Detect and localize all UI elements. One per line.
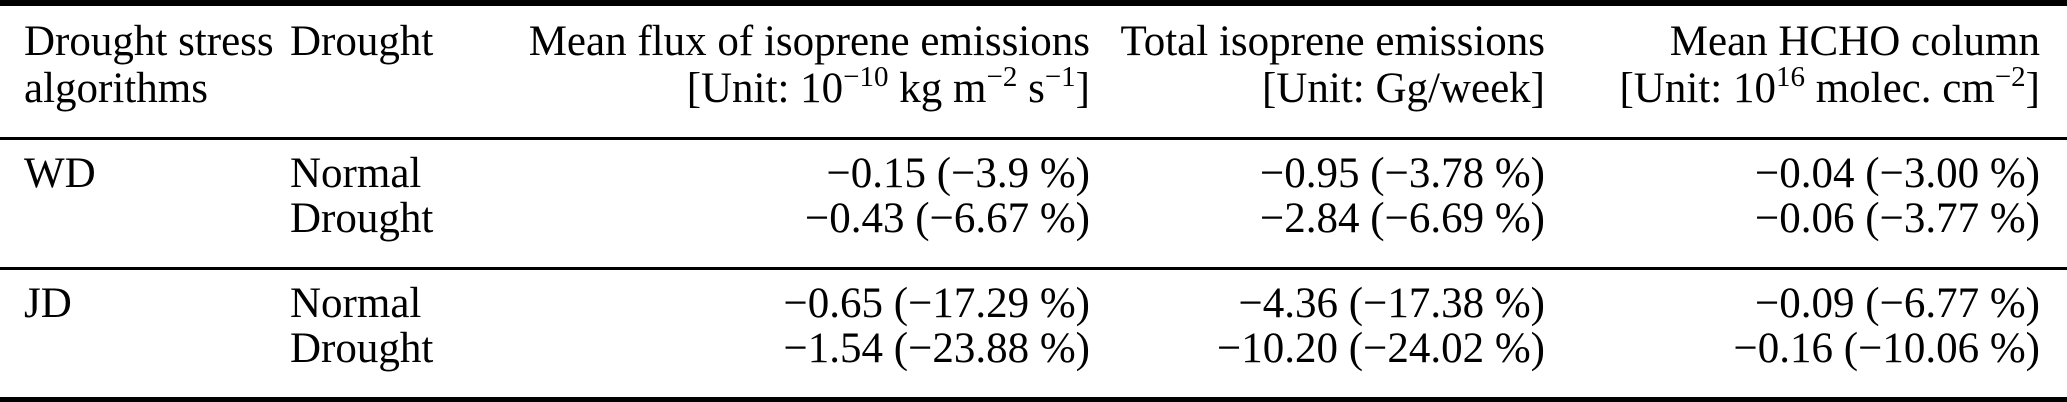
- col-header-mean-flux: Mean flux of isoprene emissions [Unit: 1…: [502, 3, 1090, 140]
- table-row: JD Normal −0.65 (−17.29 %) −4.36 (−17.38…: [0, 269, 2067, 327]
- cell-condition: Drought: [290, 325, 434, 372]
- unit-text: [Unit: 10: [686, 65, 844, 112]
- cell-hcho-column: −0.16 (−10.06 %): [1733, 325, 2040, 372]
- unit-text: kg m: [888, 65, 987, 112]
- cell-hcho-column: −0.06 (−3.77 %): [1755, 195, 2040, 242]
- cell-algorithm: [0, 196, 290, 269]
- cell-condition: Drought: [290, 195, 434, 242]
- table-row: WD Normal −0.15 (−3.9 %) −0.95 (−3.78 %)…: [0, 139, 2067, 197]
- cell-mean-flux: −0.65 (−17.29 %): [783, 280, 1090, 327]
- col-header-total-emissions: Total isoprene emissions [Unit: Gg/week]: [1090, 3, 1545, 140]
- cell-total-emissions: −10.20 (−24.02 %): [1217, 325, 1545, 372]
- cell-condition: Normal: [290, 150, 422, 197]
- cell-mean-flux: −0.43 (−6.67 %): [805, 195, 1090, 242]
- unit-text: ]: [1075, 65, 1090, 112]
- col-header-mean-flux-unit: [Unit: 10−10 kg m−2 s−1]: [502, 61, 1090, 117]
- cell-total-emissions: −4.36 (−17.38 %): [1238, 280, 1545, 327]
- table-group-jd: JD Normal −0.65 (−17.29 %) −4.36 (−17.38…: [0, 269, 2067, 401]
- col-header-algorithms-line1: Drought stress: [24, 18, 274, 65]
- cell-mean-flux: −1.54 (−23.88 %): [783, 325, 1090, 372]
- unit-text: [Unit: 10: [1619, 65, 1776, 112]
- col-header-hcho-column-unit: [Unit: 1016 molec. cm−2]: [1545, 61, 2040, 117]
- cell-hcho-column: −0.04 (−3.00 %): [1755, 150, 2040, 197]
- table-row: Drought −1.54 (−23.88 %) −10.20 (−24.02 …: [0, 326, 2067, 400]
- col-header-algorithms: Drought stress algorithms: [0, 3, 290, 140]
- unit-exponent: −1: [1044, 61, 1076, 94]
- cell-algorithm: WD: [24, 150, 96, 197]
- col-header-algorithms-line2: algorithms: [24, 65, 208, 112]
- unit-exponent: −10: [843, 61, 889, 94]
- unit-exponent: −2: [1994, 61, 2026, 94]
- header-row: Drought stress algorithms Drought Mean f…: [0, 3, 2067, 140]
- col-header-hcho-column-title: Mean HCHO column: [1669, 18, 2040, 65]
- col-header-drought: Drought: [290, 3, 502, 140]
- unit-text: ]: [2025, 65, 2040, 112]
- unit-exponent: −2: [986, 61, 1018, 94]
- cell-mean-flux: −0.15 (−3.9 %): [826, 150, 1090, 197]
- col-header-hcho-column: Mean HCHO column [Unit: 1016 molec. cm−2…: [1545, 3, 2067, 140]
- unit-exponent: 16: [1775, 61, 1805, 94]
- cell-condition: Normal: [290, 280, 422, 327]
- cell-algorithm: [0, 326, 290, 400]
- col-header-mean-flux-title: Mean flux of isoprene emissions: [528, 18, 1090, 65]
- table-group-wd: WD Normal −0.15 (−3.9 %) −0.95 (−3.78 %)…: [0, 139, 2067, 269]
- col-header-total-emissions-unit: [Unit: Gg/week]: [1261, 65, 1545, 112]
- unit-text: molec. cm: [1804, 65, 1995, 112]
- col-header-total-emissions-title: Total isoprene emissions: [1120, 18, 1545, 65]
- cell-total-emissions: −0.95 (−3.78 %): [1260, 150, 1545, 197]
- unit-text: s: [1017, 65, 1045, 112]
- cell-total-emissions: −2.84 (−6.69 %): [1260, 195, 1545, 242]
- table-row: Drought −0.43 (−6.67 %) −2.84 (−6.69 %) …: [0, 196, 2067, 269]
- cell-algorithm: JD: [24, 280, 72, 327]
- cell-hcho-column: −0.09 (−6.77 %): [1755, 280, 2040, 327]
- col-header-drought-line1: Drought: [290, 18, 434, 65]
